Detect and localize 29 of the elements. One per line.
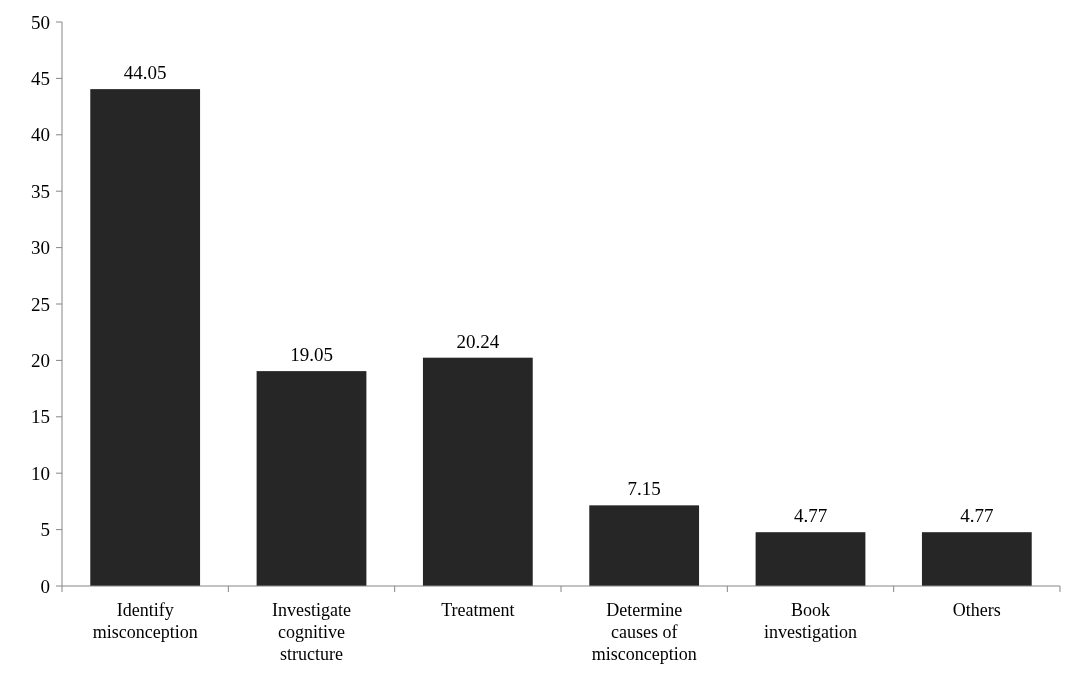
y-tick-label: 20 (31, 350, 50, 372)
x-tick-label: Treatment (441, 600, 515, 620)
y-tick-label: 25 (31, 293, 50, 315)
bar (921, 532, 1032, 586)
y-tick-label: 35 (31, 180, 50, 202)
y-tick-label: 45 (31, 68, 50, 90)
bar (256, 371, 367, 586)
y-tick-label: 10 (31, 462, 50, 484)
x-tick-label: Book investigation (764, 600, 857, 642)
bar (589, 505, 700, 586)
data-label: 4.77 (793, 505, 828, 527)
y-tick-label: 0 (40, 575, 50, 597)
x-tick-label: Identify misconception (92, 600, 198, 642)
y-tick-label: 5 (40, 519, 50, 541)
bar (755, 532, 866, 586)
x-tick-label: Others (952, 600, 1001, 620)
y-tick-label: 15 (31, 406, 50, 428)
data-label: 4.77 (960, 505, 994, 527)
bar (90, 89, 201, 586)
x-tick-label: Investigate cognitive structure (272, 600, 351, 664)
y-tick-label: 30 (31, 237, 50, 259)
data-label: 7.15 (627, 478, 661, 500)
y-tick-label: 40 (31, 124, 50, 146)
data-label: 19.05 (290, 344, 333, 366)
data-label: 20.24 (456, 330, 500, 352)
data-label: 44.05 (123, 62, 167, 84)
bar (422, 357, 533, 586)
x-tick-label: Determine causes of misconception (591, 600, 697, 664)
y-tick-label: 50 (31, 11, 50, 33)
